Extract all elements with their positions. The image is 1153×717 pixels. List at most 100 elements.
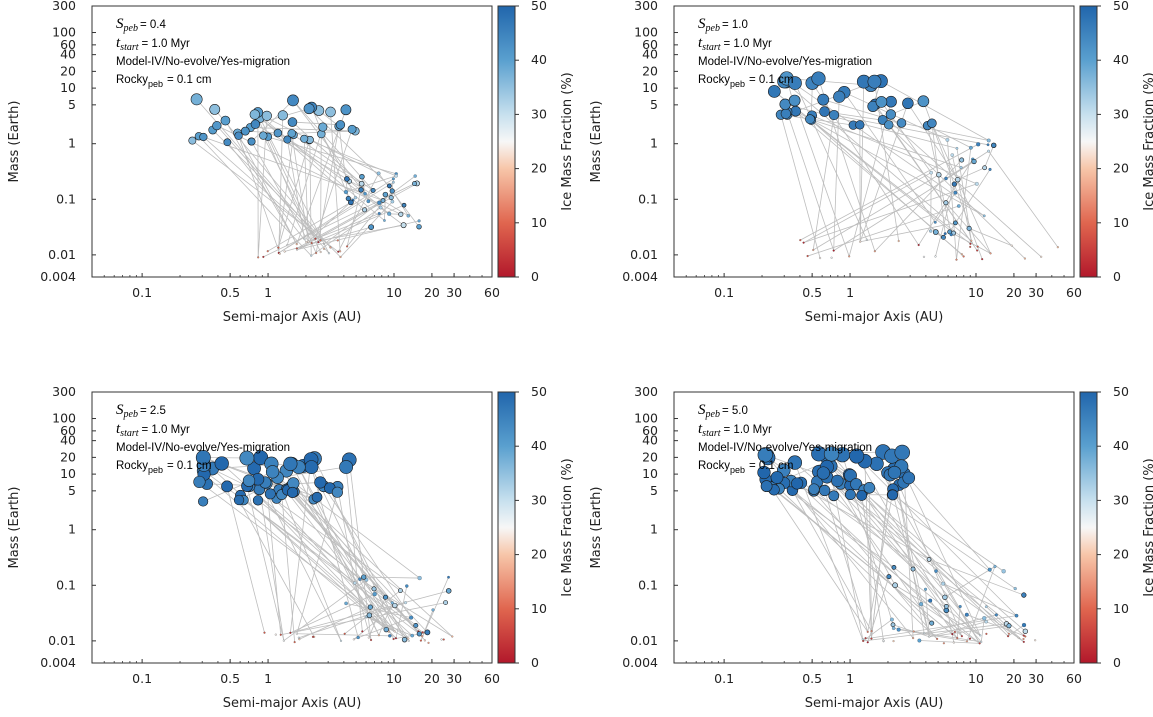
planet-point bbox=[966, 225, 972, 231]
track-line bbox=[296, 204, 405, 251]
planet-point bbox=[950, 153, 954, 157]
planet-point bbox=[864, 637, 867, 640]
planet-point bbox=[389, 188, 395, 194]
planet-point bbox=[912, 630, 915, 633]
y-tick-label: 20 bbox=[642, 63, 658, 78]
track-line bbox=[823, 99, 902, 124]
planet-point bbox=[819, 484, 831, 497]
colorbar-tick-label: 20 bbox=[1113, 161, 1129, 176]
planet-point bbox=[409, 615, 414, 620]
y-tick-label: 300 bbox=[634, 0, 658, 13]
track-line bbox=[308, 213, 380, 243]
planet-point bbox=[383, 594, 389, 600]
x-tick-label: 0.1 bbox=[714, 285, 734, 300]
planet-point bbox=[767, 85, 781, 98]
y-tick-label: 60 bbox=[60, 37, 76, 52]
track-line bbox=[280, 602, 446, 636]
planet-point bbox=[924, 587, 928, 591]
track-line bbox=[892, 624, 930, 638]
planet-point bbox=[780, 108, 792, 119]
data-points bbox=[757, 444, 1037, 645]
planet-point bbox=[303, 103, 315, 115]
colorbar-tick-label: 0 bbox=[1113, 655, 1121, 670]
y-tick-label: 300 bbox=[52, 0, 76, 13]
track-line bbox=[929, 621, 987, 638]
colorbar-tick-label: 10 bbox=[531, 601, 547, 616]
planet-point bbox=[283, 456, 298, 471]
planet-point bbox=[760, 480, 773, 493]
planet-point bbox=[319, 250, 322, 253]
planet-point bbox=[788, 76, 802, 90]
planet-point bbox=[339, 460, 354, 474]
planet-point bbox=[370, 639, 373, 642]
planet-point bbox=[943, 200, 949, 206]
track-line bbox=[826, 476, 933, 624]
planet-point bbox=[387, 211, 392, 216]
planet-point bbox=[295, 247, 298, 250]
planet-point bbox=[1001, 569, 1006, 574]
planet-point bbox=[866, 630, 869, 633]
annotation-model: Model-IV/No-evolve/Yes-migration bbox=[116, 442, 290, 454]
track-line bbox=[966, 566, 996, 642]
planet-point bbox=[969, 245, 972, 248]
planet-point bbox=[421, 635, 424, 638]
y-tick-label: 5 bbox=[68, 97, 76, 112]
planet-point bbox=[953, 190, 958, 195]
colorbar bbox=[497, 5, 516, 278]
colorbar-tick-label: 10 bbox=[1113, 215, 1129, 230]
planet-point bbox=[981, 258, 984, 261]
track-line bbox=[340, 201, 393, 258]
planet-point bbox=[959, 165, 963, 169]
y-tick-label: 40 bbox=[60, 47, 76, 62]
track-line bbox=[251, 100, 294, 142]
track-line bbox=[363, 576, 420, 579]
track-line bbox=[919, 640, 980, 644]
planet-point bbox=[363, 192, 367, 196]
planet-point bbox=[848, 255, 851, 258]
track-line bbox=[290, 593, 375, 634]
x-tick-label: 0.5 bbox=[802, 285, 822, 300]
track-line bbox=[323, 485, 412, 618]
colorbar-tick-label: 30 bbox=[1113, 492, 1129, 507]
y-tick-label: 1 bbox=[650, 136, 658, 151]
planet-point bbox=[413, 174, 417, 178]
y-tick-label: 0.1 bbox=[56, 577, 76, 592]
track-line bbox=[807, 205, 959, 257]
colorbar-tick-label: 50 bbox=[1113, 384, 1129, 399]
planet-point bbox=[388, 634, 392, 638]
planet-point bbox=[979, 634, 982, 637]
track-line bbox=[346, 603, 412, 618]
colorbar-tick-label: 40 bbox=[1113, 52, 1129, 67]
planet-point bbox=[936, 172, 942, 178]
planet-point bbox=[358, 180, 365, 187]
planet-point bbox=[986, 138, 991, 143]
track-line bbox=[984, 145, 995, 168]
planet-point bbox=[1007, 632, 1010, 635]
chart-panel-3: 0.1 0.5 1 10 20 30 6030010060402010510.10.010.… bbox=[7, 384, 575, 711]
planet-point bbox=[323, 243, 326, 246]
planet-point bbox=[942, 594, 948, 600]
planet-point bbox=[327, 252, 330, 255]
planet-point bbox=[969, 242, 972, 245]
track-line bbox=[337, 173, 380, 252]
y-tick-label: 10 bbox=[642, 466, 658, 481]
track-line bbox=[803, 172, 932, 244]
planet-point bbox=[314, 476, 327, 489]
planet-point bbox=[980, 640, 983, 643]
planet-point bbox=[412, 181, 417, 187]
track-line bbox=[420, 609, 434, 641]
planet-point bbox=[1023, 257, 1026, 260]
planet-point bbox=[378, 205, 383, 210]
y-tick-label: 60 bbox=[642, 37, 658, 52]
colorbar-label: Ice Mass Fraction (%) bbox=[1142, 72, 1153, 211]
track-line bbox=[935, 231, 963, 255]
planet-point bbox=[304, 460, 319, 475]
y-tick-label: 300 bbox=[634, 384, 658, 399]
planet-point bbox=[989, 252, 992, 255]
track-line bbox=[315, 129, 353, 239]
planet-point bbox=[239, 450, 255, 466]
planet-point bbox=[957, 204, 961, 208]
planet-point bbox=[392, 637, 395, 640]
planet-point bbox=[283, 135, 292, 144]
track-line bbox=[944, 566, 996, 598]
